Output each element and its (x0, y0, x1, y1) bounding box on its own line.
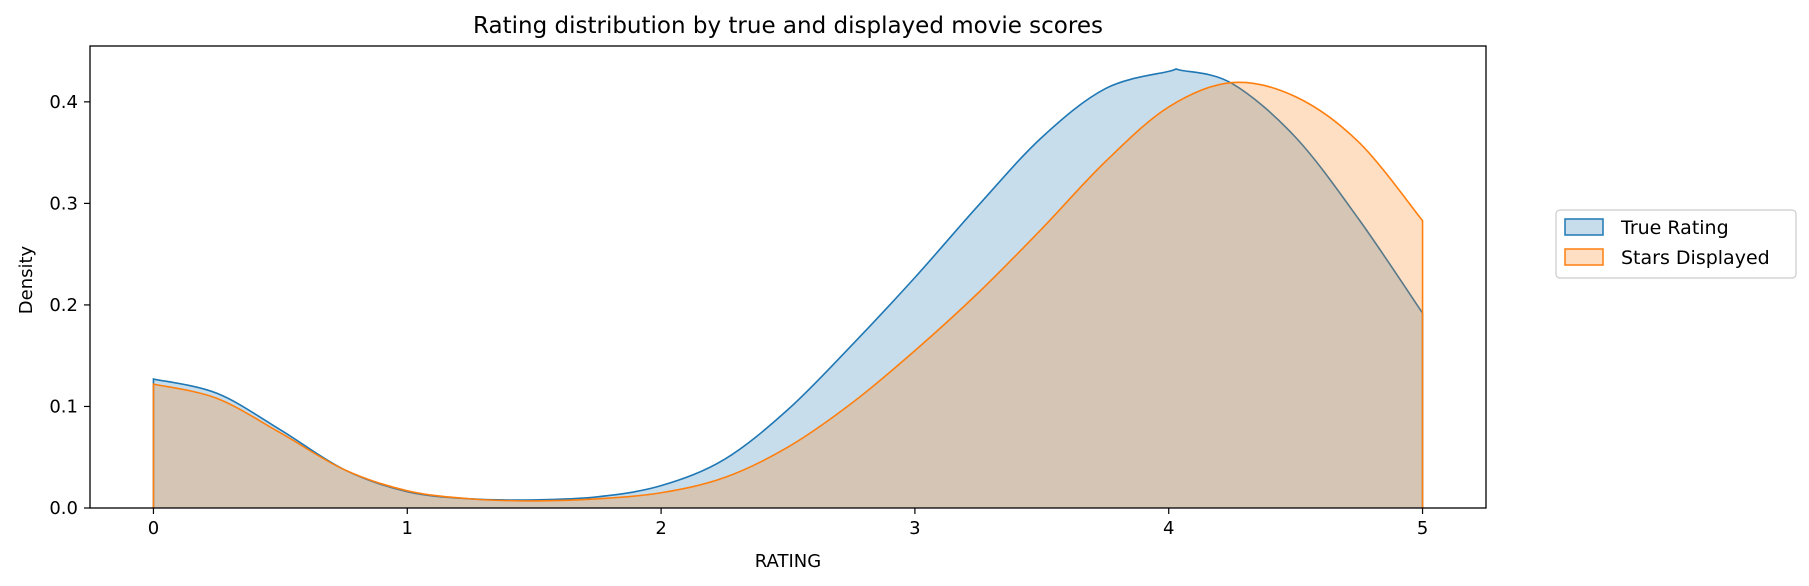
legend-label-stars-displayed: Stars Displayed (1621, 247, 1770, 269)
y-tick-label: 0.3 (49, 193, 78, 214)
area-true-rating (153, 68, 1423, 508)
legend-swatch-true-rating (1564, 218, 1604, 236)
line-stars-displayed (152, 81, 1424, 508)
y-tick-label: 0.0 (49, 498, 78, 519)
legend-swatch-stars-displayed (1564, 248, 1604, 266)
y-tick-label: 0.2 (49, 295, 78, 316)
legend-label-true-rating: True Rating (1620, 217, 1729, 239)
series-layer (152, 68, 1424, 508)
x-tick-label: 3 (909, 518, 920, 539)
legend-frame (1555, 209, 1797, 279)
y-axis-label: Density (16, 245, 37, 314)
legend: True Rating Stars Displayed (1555, 209, 1797, 279)
x-axis-label: RATING (755, 551, 821, 572)
x-tick-label: 1 (402, 518, 413, 539)
x-tick-label: 5 (1417, 518, 1428, 539)
plot-frame (89, 45, 1487, 509)
chart-title: Rating distribution by true and displaye… (473, 13, 1103, 39)
x-tick-label: 4 (1163, 518, 1174, 539)
x-tick-label: 0 (148, 518, 159, 539)
area-stars-displayed (153, 82, 1423, 508)
y-tick-label: 0.4 (49, 92, 78, 113)
x-axis: 0 1 2 3 4 5 (148, 508, 1428, 539)
x-tick-label: 2 (655, 518, 666, 539)
y-axis: 0.0 0.1 0.2 0.3 0.4 (49, 92, 90, 519)
y-tick-label: 0.1 (49, 396, 78, 417)
